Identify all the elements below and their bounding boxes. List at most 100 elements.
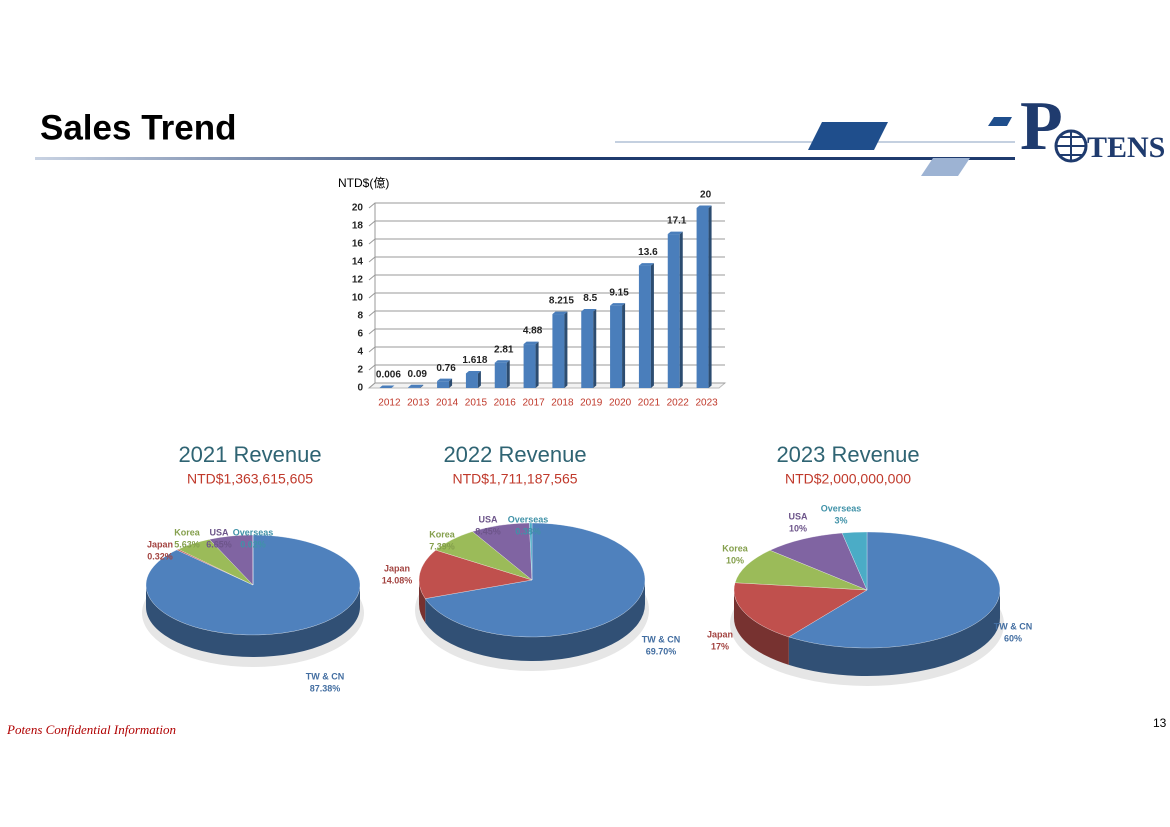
pie-subtitle: NTD$2,000,000,000	[785, 471, 911, 487]
slice-percent: 60%	[1004, 633, 1022, 643]
data-label: 9.15	[609, 287, 629, 298]
pie-slice-side	[419, 580, 426, 623]
y-tick-label: 12	[352, 275, 364, 286]
slice-percent: 8.45%	[475, 526, 501, 536]
pie-slice-side	[425, 580, 645, 661]
data-label: 13.6	[638, 247, 658, 258]
y-axis-label: NTD$(億)	[338, 176, 389, 190]
deco-shape	[988, 117, 1012, 126]
bar	[581, 311, 594, 388]
bar-side	[506, 360, 510, 388]
bar	[667, 234, 680, 388]
slice-category: TW & CN	[642, 634, 681, 644]
slice-percent: 3%	[834, 515, 847, 525]
bar-top	[667, 231, 683, 235]
data-label: 2.81	[494, 344, 514, 355]
bar-side	[564, 311, 568, 388]
pie-slice	[734, 550, 868, 591]
data-label: 0.006	[376, 370, 401, 381]
bar	[465, 373, 478, 388]
pie-slice	[788, 531, 1001, 649]
pie-slice	[733, 582, 868, 638]
pie-slice-side	[734, 590, 789, 665]
slide-title: Sales Trend	[40, 108, 236, 147]
pie-title: 2022 Revenue	[443, 442, 586, 467]
slice-category: TW & CN	[306, 671, 345, 681]
slice-percent: 5.63%	[174, 539, 200, 549]
bar-side	[391, 385, 395, 388]
slice-percent: 17%	[711, 641, 729, 651]
grid-line	[368, 292, 725, 299]
data-label: 17.1	[667, 216, 687, 227]
bar	[696, 208, 709, 388]
y-tick-label: 16	[352, 239, 364, 250]
bar-side	[679, 231, 683, 388]
x-tick-label: 2015	[465, 398, 488, 409]
x-tick-label: 2019	[580, 398, 603, 409]
pie-slice	[769, 532, 868, 591]
grid-line	[368, 238, 725, 245]
bar-side	[420, 384, 424, 388]
bar	[437, 381, 450, 388]
pie-slice-side	[788, 590, 1001, 676]
slice-category: Korea	[429, 529, 456, 539]
grid-line	[368, 346, 725, 353]
y-tick-label: 18	[352, 221, 364, 232]
deco-shape	[808, 122, 888, 150]
x-tick-label: 2017	[522, 398, 545, 409]
slice-category: USA	[209, 527, 229, 537]
y-tick-label: 4	[357, 347, 363, 358]
data-label: 20	[700, 190, 712, 201]
bar-side	[650, 263, 654, 388]
slice-category: Korea	[722, 543, 749, 553]
bar	[523, 344, 536, 388]
logo-globe-grid	[1056, 131, 1086, 161]
bar-top	[379, 385, 395, 388]
bar-side	[449, 378, 453, 388]
slice-percent: 69.70%	[646, 646, 677, 656]
slice-percent: 0.32%	[147, 551, 173, 561]
bar-top	[408, 384, 424, 388]
grid-line	[368, 220, 725, 227]
slice-category: Korea	[174, 527, 201, 537]
slice-percent: 10%	[789, 523, 807, 533]
pie-subtitle: NTD$1,363,615,605	[187, 471, 313, 487]
slice-category: Overseas	[233, 527, 274, 537]
x-tick-label: 2021	[638, 398, 661, 409]
bar	[610, 305, 623, 388]
page-number: 13	[1153, 716, 1167, 730]
slice-percent: 7.39%	[429, 541, 455, 551]
slice-category: Overseas	[821, 503, 862, 513]
pie-slice	[424, 522, 646, 638]
slice-percent: 0.02%	[240, 539, 266, 549]
grid-line	[368, 256, 725, 263]
x-tick-label: 2016	[494, 398, 517, 409]
title-rule	[35, 157, 1015, 160]
x-tick-label: 2023	[695, 398, 718, 409]
x-tick-label: 2020	[609, 398, 632, 409]
pie-slice	[529, 522, 533, 581]
bar	[552, 314, 565, 388]
y-tick-label: 8	[357, 311, 363, 322]
bar-top	[696, 205, 712, 208]
slice-percent: 87.38%	[310, 683, 341, 693]
deco-shape	[921, 158, 970, 176]
pie-slice	[841, 531, 868, 591]
bar-top	[465, 370, 481, 374]
bar-top	[523, 341, 539, 345]
pie-slice	[418, 549, 533, 599]
y-tick-label: 2	[357, 365, 363, 376]
slice-percent: 0.38%	[515, 526, 541, 536]
bar-top	[494, 360, 510, 363]
slice-category: USA	[788, 511, 808, 521]
bar-side	[622, 303, 626, 388]
x-tick-label: 2014	[436, 398, 459, 409]
logo-text: P	[1020, 88, 1063, 165]
bar-top	[437, 378, 453, 382]
slice-percent: 6.65%	[206, 539, 232, 549]
pie-subtitle: NTD$1,711,187,565	[452, 471, 577, 487]
bar-side	[708, 205, 712, 388]
bar-side	[593, 309, 597, 388]
logo-text: TENS	[1087, 131, 1165, 164]
